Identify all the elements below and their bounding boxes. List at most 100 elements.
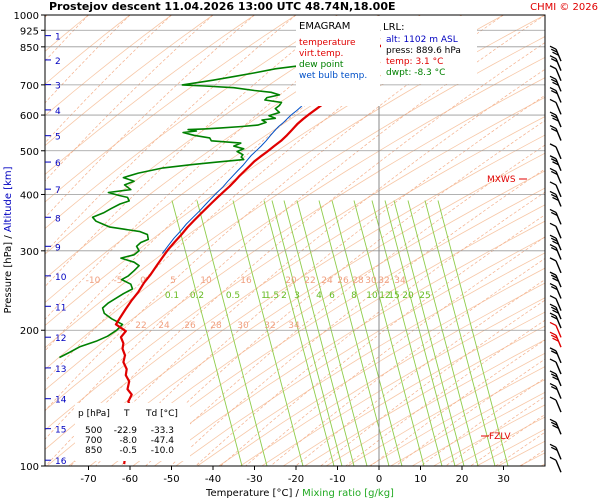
wind-barb — [549, 358, 562, 375]
barb-feather — [550, 58, 558, 63]
barb-feather — [550, 246, 558, 252]
barb-feather — [552, 117, 559, 122]
barb-staff — [555, 315, 562, 329]
mixing-ratio-line — [393, 200, 465, 466]
moist-adiabat-label: 24 — [321, 276, 333, 286]
barb-feather — [552, 240, 559, 245]
barb-feather — [550, 114, 558, 119]
moist-adiabat — [45, 15, 297, 254]
barb-staff — [555, 212, 562, 225]
x-axis-temp-label: Temperature [°C] / — [205, 488, 302, 499]
barb-feather — [550, 315, 558, 320]
background-labels: 22 24 26 28 30 32 34-10 -5 0 5 10 16 20 22 24 26 28 30 32 3… — [86, 276, 431, 331]
mixing-ratio-label: 25 — [419, 291, 430, 301]
pressure-tick-label: 925 — [20, 26, 39, 37]
mixing-ratio-line — [196, 200, 268, 466]
barb-feather — [550, 421, 558, 426]
moist-adiabat — [45, 15, 255, 219]
mixing-ratio-line — [437, 200, 509, 466]
moist-adiabat-label: 10 — [200, 276, 212, 286]
table-cell: -10.0 — [151, 446, 175, 456]
barb-staff — [555, 447, 562, 460]
barb-staff — [555, 350, 562, 364]
barb-feather — [549, 443, 557, 448]
barb-feather — [549, 271, 557, 276]
pressure-tick-label: 1000 — [14, 11, 39, 22]
wind-barb — [549, 282, 562, 299]
y-axis-title: Pressure [hPa] / Altitude [km] — [3, 166, 14, 313]
barb-feather — [550, 170, 558, 175]
moist-adiabat-label: 30 — [365, 276, 377, 286]
barb-staff — [555, 325, 562, 338]
barb-feather — [549, 347, 557, 352]
dry-adiabat-label: 34 — [288, 321, 300, 331]
mixing-ratio-label: 15 — [388, 291, 399, 301]
barb-feather — [552, 424, 559, 429]
dry-adiabat — [45, 96, 545, 431]
barb-staff — [555, 298, 562, 311]
temperature-tick-label: -20 — [288, 474, 304, 485]
mixing-ratio-label: 1 — [261, 291, 267, 301]
barb-feather — [552, 51, 559, 56]
mixing-ratio-line — [263, 200, 335, 466]
altitude-tick-label: 16 — [55, 457, 67, 467]
dry-adiabat — [218, 267, 545, 466]
dry-adiabat-label: 24 — [158, 321, 170, 331]
lrl-box: LRL: alt: 1102 m ASL press: 889.6 hPa te… — [381, 16, 477, 84]
lrl-heading: LRL: — [383, 22, 404, 33]
moist-adiabat-label: 5 — [170, 276, 176, 286]
table-header-p: p [hPa] — [78, 409, 110, 419]
wind-barb — [549, 167, 562, 184]
lrl-press: press: 889.6 hPa — [386, 46, 461, 56]
barb-feather — [550, 211, 558, 216]
barb-staff — [555, 286, 562, 299]
mixing-ratio-line — [331, 200, 403, 466]
pressure-tick-label: 500 — [20, 147, 39, 158]
barb-feather — [549, 65, 557, 70]
moist-adiabat-label: 0 — [140, 276, 146, 286]
dry-adiabat — [45, 116, 545, 450]
barb-feather — [549, 257, 557, 262]
table-cell: 850 — [85, 446, 102, 456]
legend: EMAGRAM temperature virt.temp. dew point… — [296, 16, 380, 106]
moist-adiabat — [270, 258, 545, 466]
moist-adiabat-label: 16 — [240, 276, 252, 286]
dry-adiabat — [154, 220, 545, 466]
values-table: p [hPa] T Td [°C] 500 -22.9 -33.3 700 -8… — [75, 403, 190, 461]
pressure-tick-label: 100 — [20, 462, 39, 473]
barb-feather — [549, 45, 557, 50]
mixing-ratio-line — [424, 200, 496, 466]
table-cell: -8.0 — [119, 436, 137, 446]
barb-staff — [555, 171, 562, 184]
y-axis-altitude-label: Altitude [km] — [3, 166, 14, 232]
legend-item-dew-point: dew point — [299, 60, 344, 70]
barb-feather — [550, 334, 558, 339]
mixing-ratio-line — [171, 200, 243, 466]
barb-feather — [550, 274, 558, 279]
altitude-tick-label: 3 — [55, 82, 61, 92]
mixing-ratio-label: 20 — [402, 291, 414, 301]
wind-barb — [549, 86, 562, 103]
dry-adiabat — [132, 204, 545, 466]
temperature-tick-label: -70 — [80, 474, 96, 485]
barb-feather — [549, 321, 557, 326]
barb-feather — [549, 181, 557, 186]
moist-adiabat — [45, 15, 463, 382]
barb-feather — [550, 285, 558, 291]
dry-adiabat-label: 28 — [210, 321, 222, 331]
mixing-ratio-label: 12 — [379, 291, 390, 301]
x-axis-title: Temperature [°C] / Mixing ratio [g/kg] — [205, 488, 394, 499]
mixing-ratio-label: 4 — [316, 291, 322, 301]
mixing-ratio-label: 0.5 — [226, 291, 240, 301]
barb-feather — [549, 208, 557, 213]
legend-item-temperature: temperature — [299, 38, 356, 48]
wind-barb — [549, 234, 562, 251]
wind-barb — [549, 208, 562, 225]
dry-adiabat — [45, 56, 545, 391]
barb-feather — [549, 75, 557, 80]
temperature-tick-label: -60 — [122, 474, 138, 485]
wind-barb — [549, 331, 562, 348]
mixing-ratio-line — [283, 200, 355, 466]
altitude-tick-label: 5 — [55, 133, 61, 143]
legend-item-virt-temp: virt.temp. — [299, 49, 343, 59]
